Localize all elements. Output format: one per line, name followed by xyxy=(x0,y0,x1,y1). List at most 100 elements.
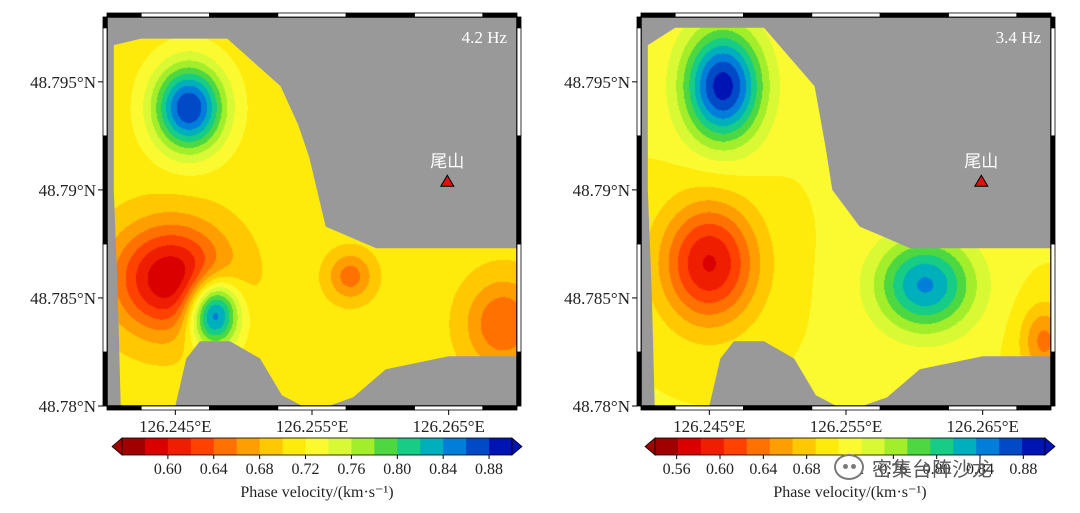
colorbar-swatch xyxy=(167,438,192,455)
frame-segment-right xyxy=(516,243,522,353)
colorbar-swatch xyxy=(815,438,840,455)
colorbar-max-arrow xyxy=(511,437,523,456)
frame-segment-bottom xyxy=(277,405,347,411)
frame-segment-top xyxy=(811,12,881,18)
colorbar-swatch xyxy=(190,438,215,455)
y-tick-label: 48.78°N xyxy=(573,397,630,416)
colorbar-swatch xyxy=(397,438,421,455)
colorbar-tick-label: 0.60 xyxy=(706,461,734,478)
colorbar-swatch xyxy=(305,438,329,455)
y-tick-label: 48.785°N xyxy=(30,289,96,308)
frame-segment-bottom xyxy=(1016,405,1052,411)
frame-segment-bottom xyxy=(811,405,881,411)
y-tick-label: 48.79°N xyxy=(39,181,96,200)
colorbar-swatch xyxy=(420,438,444,455)
watermark: 密集台阵沙龙 xyxy=(834,450,1064,484)
colorbar-frame xyxy=(121,437,513,456)
frame-segment-top xyxy=(482,12,518,18)
y-tick-label: 48.785°N xyxy=(564,289,630,308)
frame-segment-top xyxy=(209,12,279,18)
x-tick-label: 126.255°E xyxy=(810,417,882,436)
frame-segment-bottom xyxy=(106,405,142,411)
watermark-text: 密集台阵沙龙 xyxy=(872,456,992,481)
frame-segment-top xyxy=(674,12,744,18)
frame-segment-left xyxy=(102,243,108,353)
colorbar-swatch xyxy=(999,438,1023,455)
site-name-label: 尾山 xyxy=(964,152,998,172)
frame-segment-top xyxy=(743,12,813,18)
x-tick-label: 126.245°E xyxy=(139,417,211,436)
colorbar-swatch xyxy=(953,438,977,455)
frame-segment-left xyxy=(636,16,642,29)
frame-segment-right xyxy=(516,27,522,137)
frame-segment-right xyxy=(516,351,522,407)
colorbar-tick-label: 0.76 xyxy=(879,461,907,478)
frame-segment-top xyxy=(277,12,347,18)
colorbar-swatch xyxy=(723,438,748,455)
colorbar-swatch xyxy=(282,438,307,455)
colorbar-tick-label: 0.84 xyxy=(429,461,457,478)
frame-segment-left xyxy=(102,27,108,137)
colorbar-tick-label: 0.60 xyxy=(154,461,182,478)
frame-segment-bottom xyxy=(345,405,415,411)
colorbar-swatch xyxy=(351,438,375,455)
y-tick-label: 48.795°N xyxy=(30,73,96,92)
frame-segment-right xyxy=(1050,243,1056,353)
site-triangle-marker xyxy=(439,174,455,187)
y-tick-label: 48.79°N xyxy=(573,181,630,200)
colorbar-min-arrow xyxy=(111,437,123,456)
colorbar-swatch xyxy=(1022,438,1046,455)
colorbar-tick-label: 0.88 xyxy=(1009,461,1037,478)
colorbar-tick-label: 0.72 xyxy=(292,461,320,478)
frame-segment-right xyxy=(1050,351,1056,407)
frame-segment-bottom xyxy=(743,405,813,411)
colorbar-tick-label: 0.76 xyxy=(337,461,365,478)
colorbar-min-arrow xyxy=(644,437,656,456)
colorbar-title: Phase velocity/(km·s⁻¹) xyxy=(240,484,393,501)
site-name-label: 尾山 xyxy=(430,152,464,172)
map-panel-2: 126.245°E 126.255°E 126.265°E 48.78°N 48.785… xyxy=(564,12,1056,501)
frame-segment-left xyxy=(636,243,642,353)
colorbar-swatch xyxy=(907,438,931,455)
frame-segment-left xyxy=(102,351,108,407)
frame-segment-bottom xyxy=(209,405,279,411)
y-tick-label: 48.78°N xyxy=(39,397,96,416)
site-triangle-marker xyxy=(973,174,989,187)
frame-segment-left xyxy=(102,135,108,245)
frame-segment-bottom xyxy=(482,405,518,411)
colorbar-tick-label: 0.84 xyxy=(966,461,994,478)
y-tick-label: 48.795°N xyxy=(564,73,630,92)
frame-segment-top xyxy=(1016,12,1052,18)
colorbar-tick-label: 0.64 xyxy=(749,461,777,478)
colorbar-swatch xyxy=(236,438,261,455)
frame-segment-left xyxy=(102,16,108,29)
frame-segment-bottom xyxy=(879,405,949,411)
chat-icon xyxy=(834,454,864,480)
map-panel-1: 126.245°E 126.255°E 126.265°E 48.78°N 48.785… xyxy=(30,12,523,501)
frame-segment-top xyxy=(640,12,676,18)
colorbar-swatch xyxy=(677,438,702,455)
colorbar-title: Phase velocity/(km·s⁻¹) xyxy=(773,484,926,501)
x-tick-label: 126.265°E xyxy=(412,417,484,436)
colorbar-swatch xyxy=(792,438,817,455)
colorbar-tick-label: 0.56 xyxy=(663,461,691,478)
frame-segment-top xyxy=(345,12,415,18)
frame-segment-left xyxy=(636,135,642,245)
colorbar-swatch xyxy=(144,438,169,455)
frame-segment-right xyxy=(1050,27,1056,137)
colorbar-swatch xyxy=(466,438,490,455)
frame-segment-top xyxy=(106,12,142,18)
colorbar-swatch xyxy=(213,438,238,455)
colorbar-tick-label: 0.88 xyxy=(475,461,503,478)
colorbar-swatch xyxy=(884,438,908,455)
colorbar-swatch xyxy=(746,438,771,455)
colorbar-tick-label: 0.64 xyxy=(200,461,228,478)
frame-segment-top xyxy=(948,12,1018,18)
frame-segment-right xyxy=(1050,135,1056,245)
colorbar-swatch xyxy=(769,438,794,455)
colorbar-swatch xyxy=(655,438,679,455)
frame-segment-bottom xyxy=(948,405,1018,411)
panel-frequency-label: 4.2 Hz xyxy=(462,28,508,47)
frame-segment-top xyxy=(414,12,484,18)
